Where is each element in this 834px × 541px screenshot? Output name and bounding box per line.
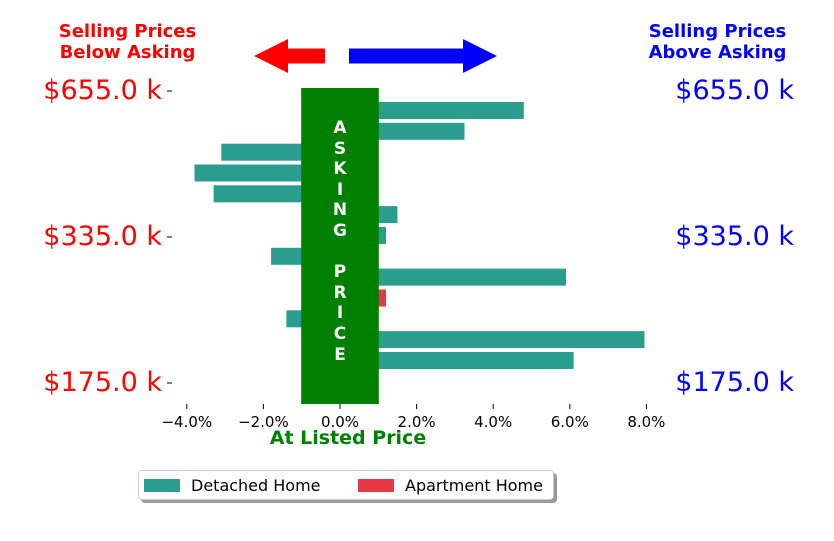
legend-label-apartment: Apartment Home	[405, 475, 543, 495]
x-tick-label: 4.0%	[474, 413, 513, 431]
y-tick-label-right: $655.0 k	[675, 75, 794, 106]
y-tick-label-left: $335.0 k	[43, 221, 162, 252]
bar	[340, 268, 566, 286]
header-below-asking: Selling Prices Below Asking	[58, 21, 197, 63]
x-axis-title: At Listed Price	[269, 427, 427, 449]
x-tick-label: −2.0%	[238, 413, 289, 431]
legend-swatch-apartment	[358, 478, 394, 492]
x-tick-label: 0.0%	[320, 413, 360, 431]
asking-price-band	[301, 88, 379, 404]
legend: Detached Home Apartment Home	[138, 470, 554, 500]
y-axis-ticks	[167, 90, 172, 384]
legend-item-detached: Detached Home	[144, 471, 321, 499]
bar	[340, 331, 645, 349]
y-tick-label-right: $335.0 k	[675, 221, 794, 252]
y-tick-label-right: $175.0 k	[675, 367, 794, 398]
x-tick-label: 8.0%	[627, 413, 666, 431]
y-tick-label-left: $175.0 k	[43, 367, 162, 398]
x-tick-label: 2.0%	[397, 413, 436, 431]
x-tick-label: −4.0%	[161, 413, 213, 431]
legend-item-apartment: Apartment Home	[358, 471, 543, 499]
legend-label-detached: Detached Home	[191, 475, 321, 495]
x-axis-ticks	[186, 404, 647, 409]
header-above-asking: Selling Prices Above Asking	[648, 21, 787, 63]
bar	[340, 102, 524, 119]
legend-swatch-detached	[144, 478, 180, 492]
bars-group	[194, 102, 645, 369]
asking-price-label: A S K I N G P R I C E	[332, 118, 348, 365]
y-tick-label-left: $655.0 k	[43, 75, 162, 106]
arrow-left-icon	[254, 39, 325, 73]
arrow-right-icon	[349, 39, 497, 73]
bar	[340, 352, 574, 369]
x-tick-label: 6.0%	[550, 413, 589, 431]
